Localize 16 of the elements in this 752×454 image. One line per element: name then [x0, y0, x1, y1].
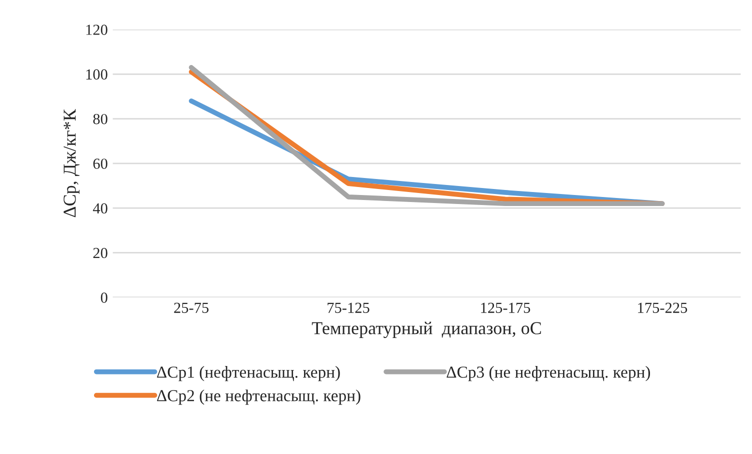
- x-tick-label: 25-75: [174, 302, 209, 313]
- legend-label: ΔCp3 (не нефтенасыщ. керн): [446, 366, 650, 382]
- y-tick-label: 100: [86, 69, 108, 80]
- y-tick-label: 60: [93, 158, 108, 169]
- y-tick-label: 0: [100, 292, 108, 303]
- y-tick-label: 20: [93, 248, 108, 258]
- legend-label: ΔCp1 (нефтенасыщ. керн): [157, 366, 340, 382]
- y-tick-label: 80: [93, 114, 108, 124]
- x-tick-label: 175-225: [638, 302, 688, 313]
- x-axis-title: Температурный диапазон, оС: [312, 322, 541, 338]
- legend-label: ΔCp2 (не нефтенасыщ. керн): [157, 390, 360, 405]
- y-tick-label: 40: [92, 203, 108, 214]
- y-tick-label: 120: [86, 24, 108, 35]
- y-axis-title: ΔCp, Дж/кг*К: [64, 108, 80, 218]
- x-tick-label: 125-175: [481, 302, 530, 313]
- x-tick-label: 75-125: [328, 302, 370, 313]
